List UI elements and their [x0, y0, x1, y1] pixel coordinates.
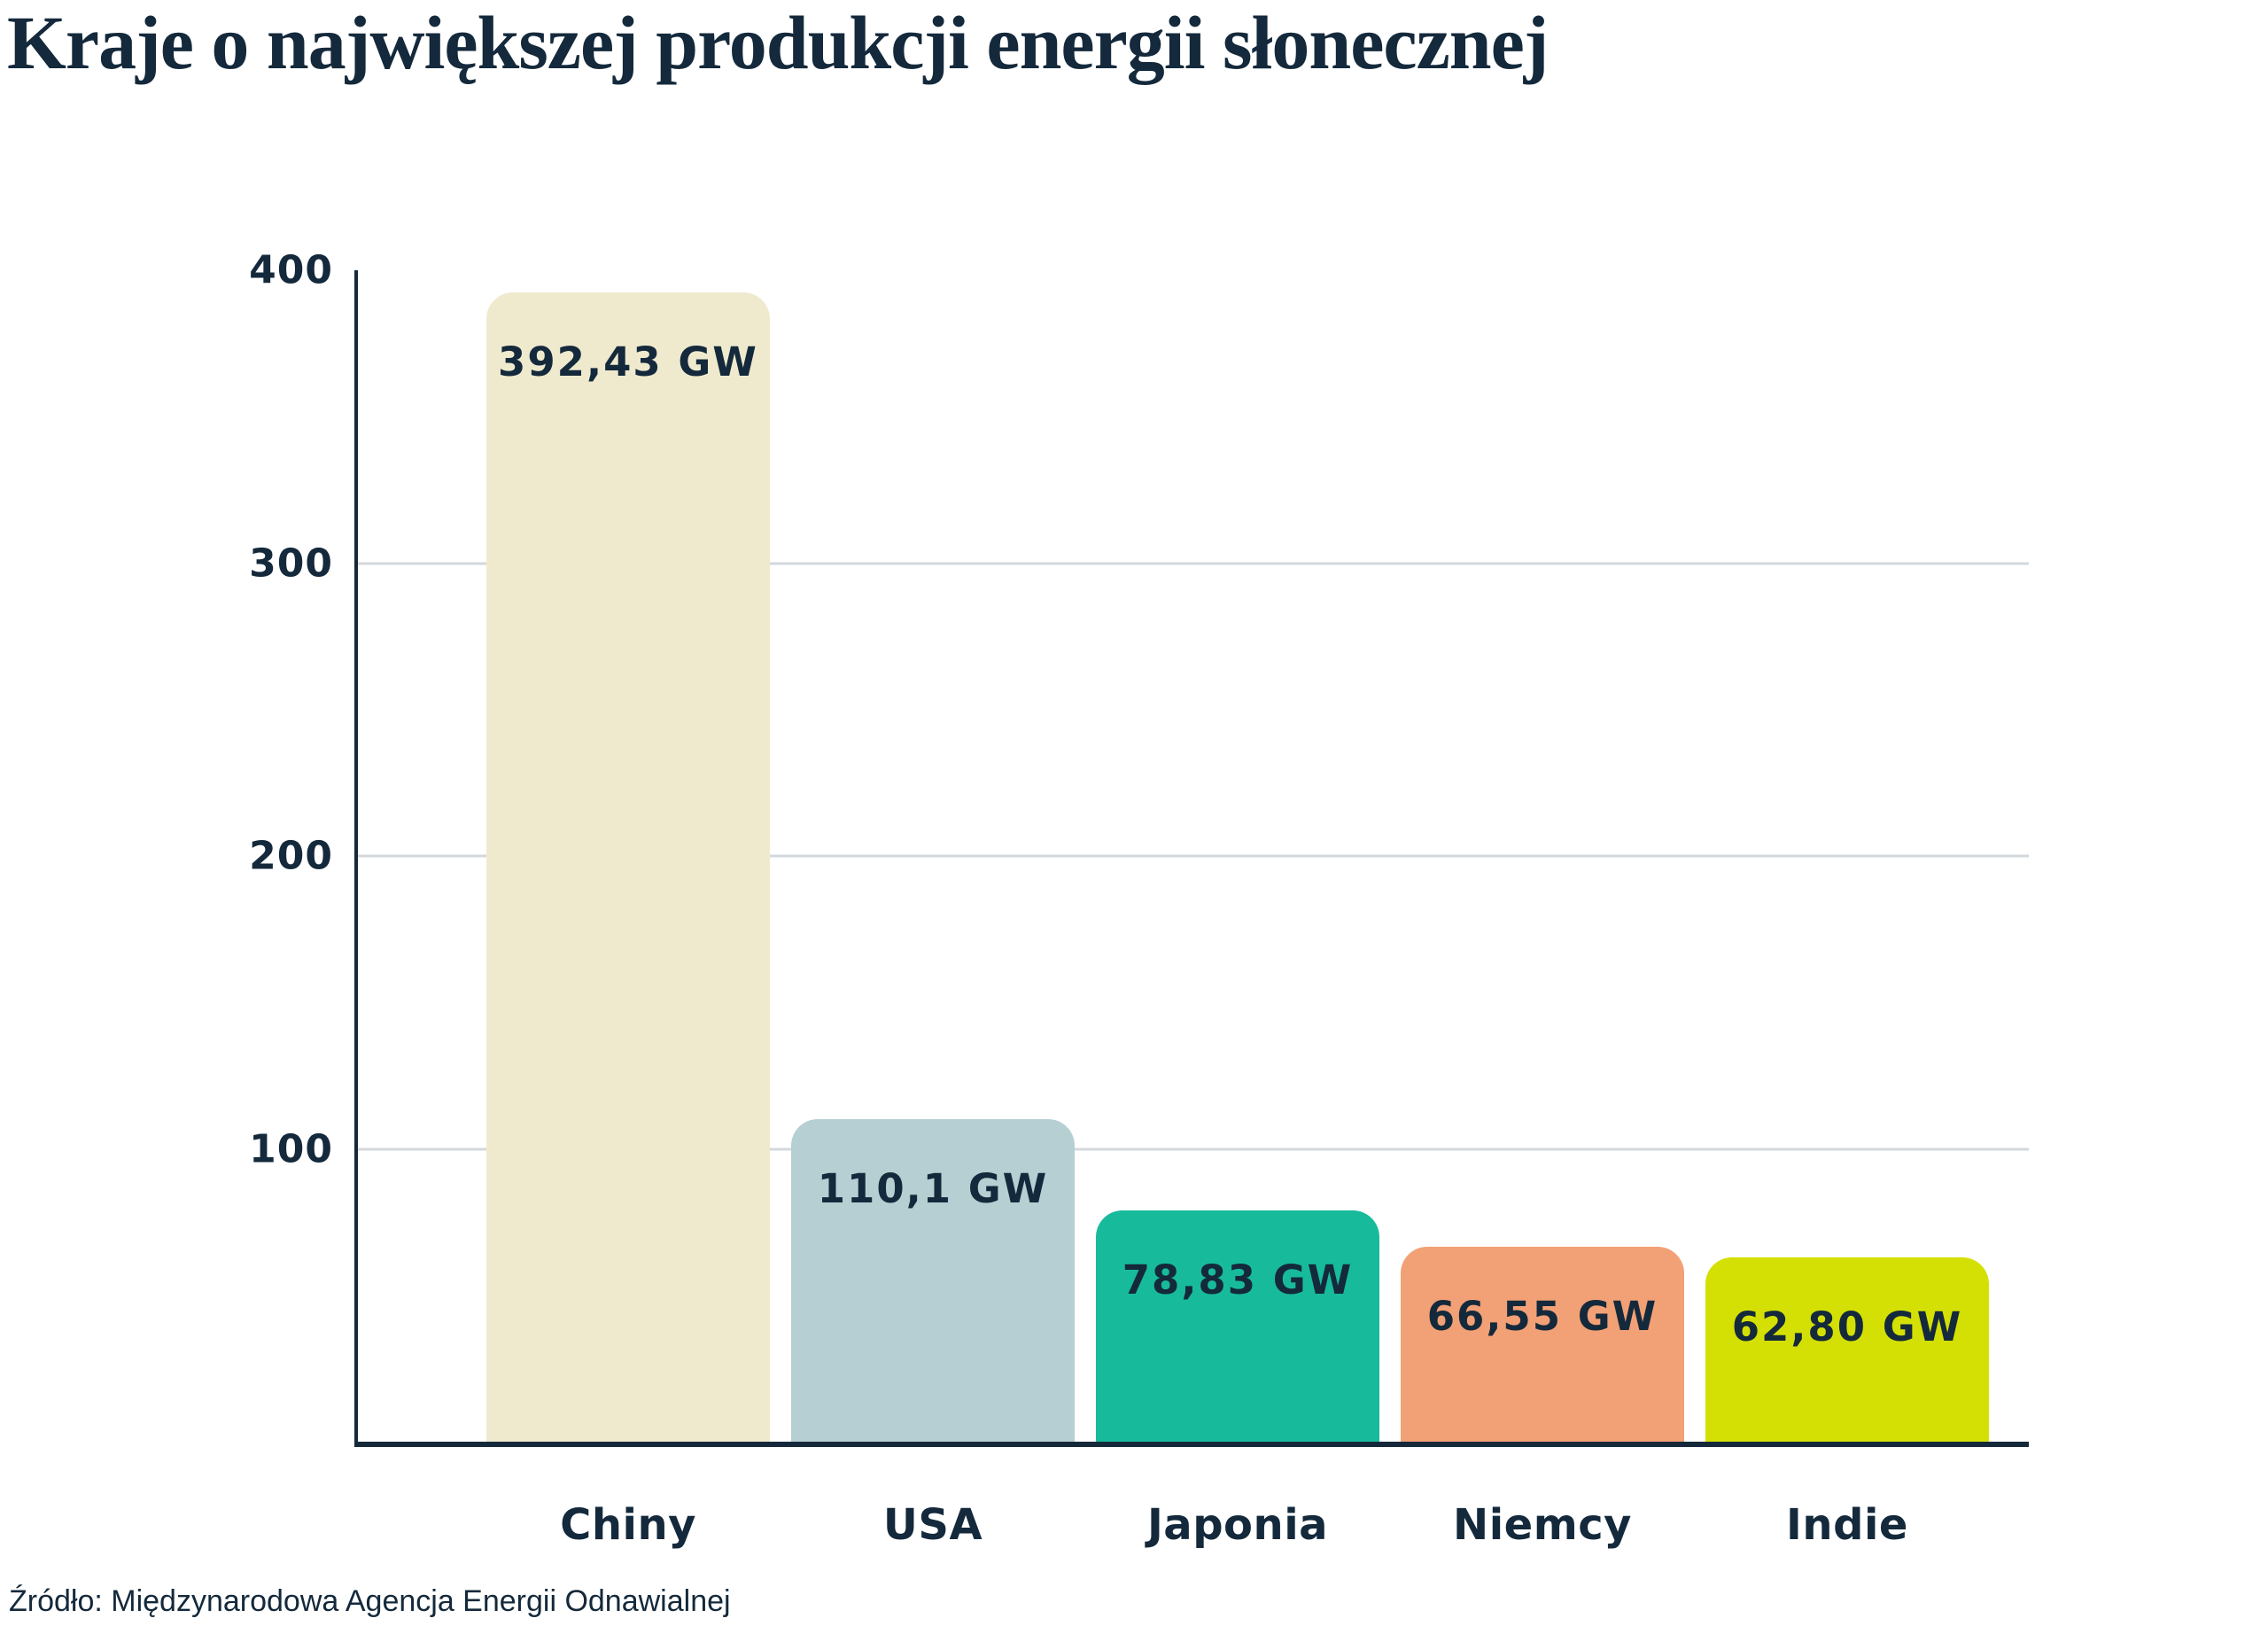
- bar-value-label-chiny: 392,43 GW: [498, 338, 758, 386]
- bar-column-indie: 62,80 GW Indie: [1705, 270, 1989, 1550]
- gridline-200: [358, 854, 2029, 858]
- bar-column-niemcy: 66,55 GW Niemcy: [1401, 270, 1684, 1550]
- bar-column-japonia: 78,83 GW Japonia: [1096, 270, 1379, 1550]
- plot-area: 392,43 GW Chiny 110,1 GW USA 78,83 GW Japonia…: [354, 270, 2029, 1550]
- category-label-japonia: Japonia: [1146, 1500, 1329, 1550]
- bar-chiny: 392,43 GW: [486, 292, 770, 1442]
- gridline-100: [358, 1148, 2029, 1150]
- bar-value-label-niemcy: 66,55 GW: [1426, 1293, 1658, 1341]
- bar-indie: 62,80 GW: [1705, 1257, 1989, 1442]
- category-label-usa: USA: [882, 1500, 983, 1550]
- bar-column-chiny: 392,43 GW Chiny: [486, 270, 770, 1550]
- category-label-indie: Indie: [1786, 1500, 1908, 1550]
- bar-value-label-japonia: 78,83 GW: [1122, 1256, 1354, 1304]
- y-axis-ticks: 400 300 200 100: [0, 248, 333, 1442]
- category-label-chiny: Chiny: [560, 1500, 696, 1550]
- gridline-300: [358, 562, 2029, 564]
- category-label-niemcy: Niemcy: [1453, 1500, 1632, 1550]
- bar-value-label-indie: 62,80 GW: [1731, 1303, 1963, 1351]
- bars-container: 392,43 GW Chiny 110,1 GW USA 78,83 GW Japonia…: [358, 270, 2029, 1550]
- source-caption: Źródło: Międzynarodowa Agencja Energii O…: [9, 1584, 731, 1618]
- bar-japonia: 78,83 GW: [1096, 1210, 1379, 1442]
- y-tick-label-300: 300: [249, 541, 333, 586]
- y-tick-label-200: 200: [249, 833, 333, 879]
- gridlines: [358, 270, 2029, 1442]
- page-title: Kraje o największej produkcji energii sł…: [7, 0, 1549, 85]
- bar-niemcy: 66,55 GW: [1401, 1247, 1684, 1442]
- bar-usa: 110,1 GW: [791, 1119, 1075, 1442]
- y-tick-label-400: 400: [249, 247, 333, 293]
- y-tick-label-100: 100: [249, 1126, 333, 1171]
- bar-column-usa: 110,1 GW USA: [791, 270, 1075, 1550]
- bar-value-label-usa: 110,1 GW: [817, 1165, 1049, 1213]
